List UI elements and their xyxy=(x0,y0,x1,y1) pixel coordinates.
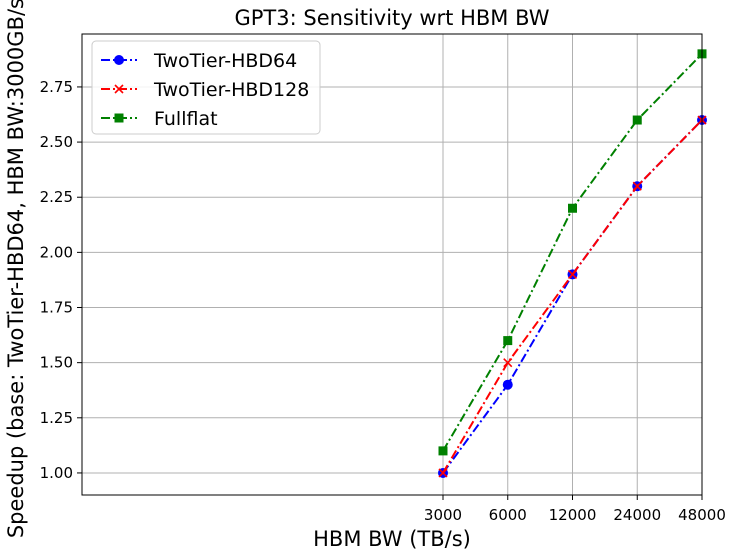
series-line xyxy=(442,119,703,474)
legend-label: TwoTier-HBD128 xyxy=(153,79,309,101)
y-axis-label: Speedup (base: TwoTier-HBD64, HBM BW:300… xyxy=(4,0,28,538)
series-layer xyxy=(438,49,707,478)
chart-title: GPT3: Sensitivity wrt HBM BW xyxy=(234,6,549,30)
legend-marker xyxy=(114,113,124,123)
y-tick-label: 2.25 xyxy=(40,188,73,206)
y-axis: 1.00 1.25 1.50 1.75 2.00 2.25 2.50 2.75 xyxy=(40,78,82,482)
axes-frame xyxy=(81,33,703,496)
legend-label: Fullflat xyxy=(154,108,218,130)
data-point xyxy=(632,115,642,125)
data-point xyxy=(503,358,513,368)
data-point xyxy=(502,379,513,390)
legend-box xyxy=(91,40,321,135)
x-tick-label: 3000 xyxy=(424,506,462,524)
data-point xyxy=(503,336,513,346)
y-tick-label: 1.75 xyxy=(40,299,73,317)
y-tick-label: 2.75 xyxy=(40,78,73,96)
x-axis: 3000 6000 12000 24000 48000 xyxy=(424,495,726,524)
legend: TwoTier-HBD64 TwoTier-HBD128 Fullflat xyxy=(91,40,321,135)
data-point xyxy=(568,203,577,213)
x-axis-label: HBM BW (TB/s) xyxy=(313,527,471,551)
y-tick-label: 2.00 xyxy=(40,243,73,261)
data-point xyxy=(438,446,448,456)
data-point xyxy=(632,181,642,191)
x-tick-label: 48000 xyxy=(678,506,726,524)
x-tick-label: 12000 xyxy=(549,506,597,524)
legend-marker xyxy=(114,55,124,65)
y-tick-label: 1.50 xyxy=(40,354,73,372)
legend-label: TwoTier-HBD64 xyxy=(153,50,297,72)
y-tick-label: 1.00 xyxy=(40,464,73,482)
data-point xyxy=(438,468,448,478)
legend-marker xyxy=(114,84,124,94)
x-tick-label: 24000 xyxy=(613,506,661,524)
x-tick-label: 6000 xyxy=(489,506,527,524)
y-tick-label: 2.50 xyxy=(40,133,73,151)
data-point xyxy=(567,269,578,279)
y-tick-label: 1.25 xyxy=(40,409,73,427)
